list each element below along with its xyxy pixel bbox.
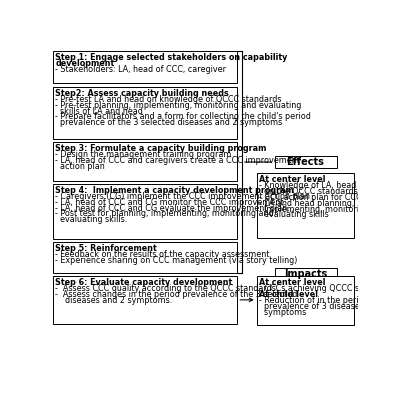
Text: Step2: Assess capacity building needs: Step2: Assess capacity building needs [55, 89, 229, 98]
Text: evaluating skills: evaluating skills [259, 210, 329, 219]
Text: - Caregivers (CG) implement the CCC improvement action plan: - Caregivers (CG) implement the CCC impr… [55, 192, 310, 201]
Text: - Prepare facilitators and a form for collecting the child's period: - Prepare facilitators and a form for co… [55, 112, 311, 121]
Text: At child level: At child level [259, 290, 318, 299]
Text: - Experience sharing on CCC management (via story telling): - Experience sharing on CCC management (… [55, 256, 298, 265]
Text: - LA, head of CCC and CG evaluate the improvement plan.: - LA, head of CCC and CG evaluate the im… [55, 204, 290, 212]
Bar [53, 142, 237, 181]
Text: - Post test for planning, implementing, monitoring and: - Post test for planning, implementing, … [55, 210, 274, 219]
Text: - CCCs achieving QCCC standards: - CCCs achieving QCCC standards [259, 284, 395, 293]
Text: implementing, monitoring and: implementing, monitoring and [259, 205, 387, 214]
Text: on the QCCC standards: on the QCCC standards [259, 187, 358, 196]
Text: development: development [55, 59, 115, 68]
Text: prevalence of 3 diseases and 2: prevalence of 3 diseases and 2 [259, 302, 389, 311]
Bar [53, 51, 237, 83]
Bar [53, 242, 237, 273]
Bar [275, 156, 336, 168]
Text: Effects: Effects [287, 157, 324, 167]
Text: - Knowledge of LA, head of CCC: - Knowledge of LA, head of CCC [259, 181, 386, 190]
Text: Step 1: Engage selected stakeholders on capability: Step 1: Engage selected stakeholders on … [55, 53, 287, 62]
Text: Step 5: Reinforcement: Step 5: Reinforcement [55, 245, 157, 254]
Text: diseases and 2 symptoms.: diseases and 2 symptoms. [55, 296, 172, 305]
Text: - Reduction of in the period: - Reduction of in the period [259, 296, 369, 305]
Text: Step 3: Formulate a capacity building program: Step 3: Formulate a capacity building pr… [55, 144, 267, 153]
Text: - Stakeholders: LA, head of CCC, caregiver: - Stakeholders: LA, head of CCC, caregiv… [55, 65, 226, 74]
Bar [53, 87, 237, 139]
Text: - LA, head of CCC and CG monitor the CCC improvement.: - LA, head of CCC and CG monitor the CCC… [55, 198, 286, 207]
Text: -  Assess CCC quality according to the QCCC standards.: - Assess CCC quality according to the QC… [55, 284, 279, 293]
Text: Step 6: Evaluate capacity development: Step 6: Evaluate capacity development [55, 278, 232, 287]
Bar [257, 173, 354, 238]
Text: action plan: action plan [55, 162, 105, 171]
Text: - Pre-test planning, implementing, monitoring and evaluating: - Pre-test planning, implementing, monit… [55, 101, 302, 109]
Text: - Pre-test LA and head on knowledge of QCCC standards: - Pre-test LA and head on knowledge of Q… [55, 95, 282, 104]
Text: symptoms: symptoms [259, 308, 306, 317]
Text: - Feedback on the results of the capacity assessment: - Feedback on the results of the capacit… [55, 250, 269, 259]
Text: - Design the management training program: - Design the management training program [55, 150, 232, 159]
Text: -  Assess changes in the period prevalence of the 3 selected: - Assess changes in the period prevalenc… [55, 290, 298, 299]
Bar [275, 268, 336, 280]
Bar [257, 276, 354, 325]
Bar [53, 184, 237, 239]
Bar [53, 276, 237, 324]
Text: Impacts: Impacts [284, 269, 327, 280]
Text: skills of LA and head: skills of LA and head [55, 107, 143, 116]
Text: At center level: At center level [259, 278, 326, 287]
Text: - LA, head of CCC and caregivers create a CCC improvement: - LA, head of CCC and caregivers create … [55, 156, 300, 165]
Text: At center level: At center level [259, 175, 326, 184]
Text: - LA and head planning,: - LA and head planning, [259, 199, 354, 208]
Text: - CCC action plan for CCC: - CCC action plan for CCC [259, 193, 362, 202]
Text: Step 4:  Implement a capacity development program: Step 4: Implement a capacity development… [55, 186, 294, 195]
Text: prevalence of the 3 selected diseases and 2 symptoms: prevalence of the 3 selected diseases an… [55, 118, 283, 127]
Text: evaluating skills.: evaluating skills. [55, 215, 127, 224]
